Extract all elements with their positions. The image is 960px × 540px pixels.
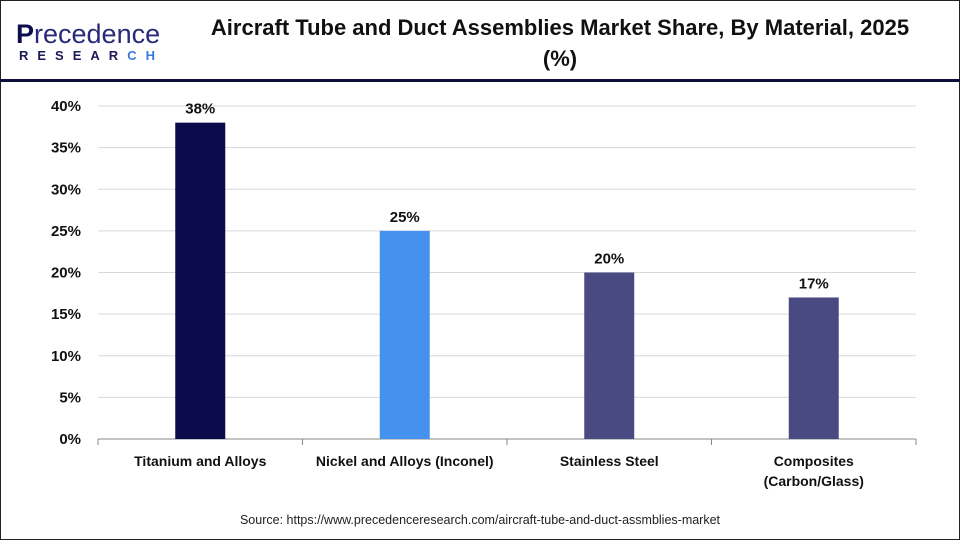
y-tick-label: 15% bbox=[51, 306, 81, 323]
x-tick-label-line: Stainless Steel bbox=[559, 453, 659, 469]
header-divider bbox=[0, 79, 960, 82]
precedence-research-logo: Precedence RESEARCH bbox=[16, 20, 164, 63]
chart-title: Aircraft Tube and Duct Assemblies Market… bbox=[210, 15, 910, 71]
data-label: 17% bbox=[799, 275, 829, 292]
source-note: Source: https://www.precedenceresearch.c… bbox=[239, 513, 721, 527]
y-tick-label: 10% bbox=[51, 348, 81, 365]
bar bbox=[788, 297, 839, 439]
x-tick-label: Titanium and Alloys bbox=[90, 451, 310, 471]
y-tick-label: 20% bbox=[51, 265, 81, 282]
x-tick-label: Composites (Carbon/Glass) bbox=[704, 451, 924, 491]
bar bbox=[175, 122, 226, 440]
x-tick-label-line: Titanium and Alloys bbox=[134, 453, 267, 469]
y-tick-label: 5% bbox=[59, 389, 81, 406]
data-label: 25% bbox=[390, 209, 420, 226]
data-label: 20% bbox=[594, 251, 624, 268]
logo-line2: RESEARCH bbox=[19, 48, 164, 63]
x-tick-label-line: Nickel and Alloys (Inconel) bbox=[315, 453, 494, 469]
y-tick-label: 25% bbox=[51, 223, 81, 240]
x-tick-label-line: (Carbon/Glass) bbox=[763, 473, 864, 489]
x-tick-label: Stainless Steel bbox=[499, 451, 719, 471]
data-label: 38% bbox=[185, 101, 215, 118]
logo-line1: Precedence bbox=[16, 19, 161, 49]
y-tick-label: 35% bbox=[51, 140, 81, 157]
y-tick-label: 0% bbox=[59, 431, 81, 448]
bar bbox=[379, 230, 430, 439]
x-tick-label: Nickel and Alloys (Inconel) bbox=[295, 451, 515, 471]
x-tick-label-line: Composites bbox=[773, 453, 854, 469]
y-tick-label: 30% bbox=[51, 181, 81, 198]
y-tick-label: 40% bbox=[51, 98, 81, 115]
bar bbox=[584, 272, 635, 439]
